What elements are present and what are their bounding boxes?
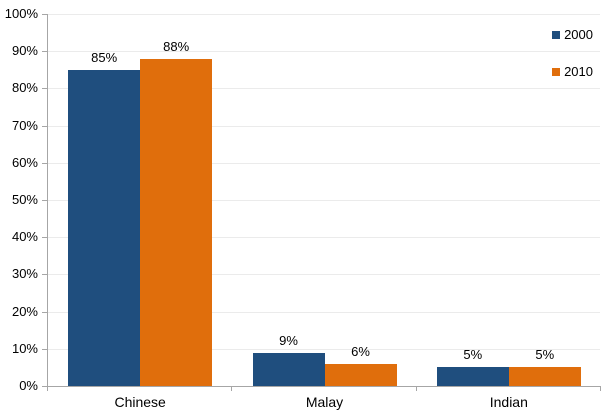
x-axis-category-label: Indian — [489, 394, 528, 410]
y-tick-mark — [42, 274, 47, 276]
y-axis-tick-label: 100% — [4, 6, 38, 21]
bar-value-label: 6% — [351, 343, 370, 359]
bar-2010-malay — [324, 363, 397, 386]
gridline — [47, 88, 600, 90]
y-axis-tick-label: 70% — [11, 117, 38, 133]
y-axis-tick-label: 30% — [11, 266, 38, 282]
y-tick-mark — [42, 200, 47, 201]
legend-swatch-2010-icon — [552, 68, 561, 76]
x-tick-mark — [600, 386, 601, 391]
y-tick-mark — [42, 237, 47, 239]
gridline — [47, 125, 600, 127]
y-axis-tick-label: 90% — [11, 43, 38, 59]
x-tick-mark — [47, 386, 48, 391]
legend-label-2000: 2000 — [564, 27, 593, 42]
gridline — [47, 237, 600, 239]
y-axis-tick-label: 20% — [11, 303, 38, 319]
y-tick-mark — [42, 162, 47, 164]
y-axis-tick-label: 0% — [19, 378, 38, 393]
bar-value-label: 88% — [163, 38, 190, 54]
x-tick-mark — [231, 386, 233, 391]
bar-2010-indian — [508, 367, 581, 386]
x-axis-category-label: Malay — [305, 394, 344, 410]
y-axis-tick-label: 60% — [11, 154, 38, 170]
y-tick-mark — [42, 348, 47, 350]
y-axis-tick-label: 80% — [11, 80, 38, 96]
y-tick-mark — [42, 51, 47, 53]
bar-2000-malay — [252, 352, 325, 386]
x-axis-line — [47, 386, 601, 387]
bar-value-label: 85% — [91, 49, 118, 65]
bar-value-label: 5% — [535, 347, 555, 363]
y-tick-mark — [42, 386, 47, 387]
legend: 2000 2010 — [552, 27, 593, 101]
legend-swatch-2000-icon — [552, 31, 561, 39]
gridline — [47, 348, 600, 350]
gridline — [47, 274, 600, 276]
y-axis-tick-label: 50% — [11, 192, 38, 207]
y-axis-line — [47, 14, 48, 386]
y-tick-mark — [42, 88, 47, 90]
gridline — [47, 162, 600, 164]
gridline — [47, 311, 600, 313]
gridline — [47, 51, 600, 53]
y-tick-mark — [42, 14, 47, 15]
bar-value-label: 5% — [463, 347, 483, 363]
y-tick-mark — [42, 311, 47, 313]
bar-2000-indian — [436, 367, 509, 386]
x-tick-mark — [415, 386, 417, 391]
gridline — [47, 200, 600, 201]
legend-label-2010: 2010 — [564, 64, 593, 79]
bar-2000-chinese — [68, 69, 141, 386]
gridline — [47, 14, 600, 15]
y-tick-mark — [42, 125, 47, 127]
y-axis-tick-label: 40% — [11, 229, 38, 245]
legend-item-2000: 2000 — [552, 27, 593, 43]
legend-item-2010: 2010 — [552, 64, 593, 80]
bar-value-label: 9% — [279, 332, 298, 348]
y-axis-tick-label: 10% — [11, 340, 38, 356]
x-axis-category-label: Chinese — [114, 394, 166, 410]
bar-2010-chinese — [140, 58, 213, 386]
